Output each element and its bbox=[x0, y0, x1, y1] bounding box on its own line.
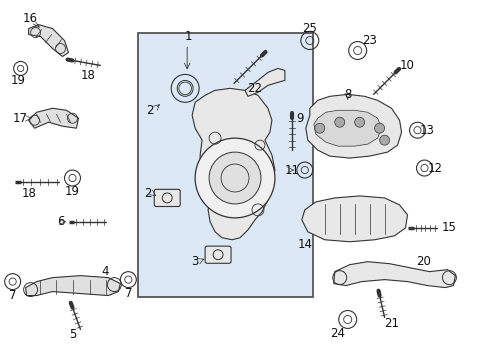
Text: 12: 12 bbox=[428, 162, 443, 175]
Text: 14: 14 bbox=[297, 238, 312, 251]
Circle shape bbox=[209, 152, 261, 204]
Text: 19: 19 bbox=[65, 185, 80, 198]
Text: 15: 15 bbox=[442, 221, 457, 234]
Polygon shape bbox=[192, 88, 275, 240]
Polygon shape bbox=[25, 276, 121, 296]
Polygon shape bbox=[334, 262, 455, 288]
Text: 9: 9 bbox=[296, 112, 304, 125]
Circle shape bbox=[335, 117, 345, 127]
Text: 20: 20 bbox=[416, 255, 431, 268]
Text: 13: 13 bbox=[420, 124, 435, 137]
Text: 6: 6 bbox=[57, 215, 64, 228]
Text: 19: 19 bbox=[11, 74, 26, 87]
Text: 10: 10 bbox=[400, 59, 415, 72]
Polygon shape bbox=[28, 108, 78, 128]
Polygon shape bbox=[306, 94, 401, 158]
Text: 3: 3 bbox=[192, 255, 199, 268]
Circle shape bbox=[315, 123, 325, 133]
Text: 17: 17 bbox=[13, 112, 28, 125]
FancyBboxPatch shape bbox=[205, 246, 231, 263]
Polygon shape bbox=[28, 24, 69, 57]
Text: 2: 2 bbox=[145, 188, 152, 201]
FancyBboxPatch shape bbox=[154, 189, 180, 207]
Circle shape bbox=[380, 135, 390, 145]
Text: 2: 2 bbox=[147, 104, 154, 117]
Circle shape bbox=[355, 117, 365, 127]
Text: 4: 4 bbox=[101, 265, 109, 278]
Text: 7: 7 bbox=[124, 287, 132, 300]
Polygon shape bbox=[245, 68, 285, 96]
Text: 7: 7 bbox=[9, 289, 16, 302]
Polygon shape bbox=[314, 110, 382, 146]
Text: 1: 1 bbox=[184, 30, 192, 43]
Text: 23: 23 bbox=[362, 34, 377, 47]
Text: 11: 11 bbox=[284, 163, 299, 176]
Text: 22: 22 bbox=[247, 82, 263, 95]
Text: 8: 8 bbox=[344, 88, 351, 101]
Text: 18: 18 bbox=[81, 69, 96, 82]
Circle shape bbox=[195, 138, 275, 218]
Text: 25: 25 bbox=[302, 22, 317, 35]
FancyBboxPatch shape bbox=[138, 32, 313, 297]
Polygon shape bbox=[302, 196, 408, 242]
Circle shape bbox=[375, 123, 385, 133]
Text: 24: 24 bbox=[330, 327, 345, 340]
Text: 18: 18 bbox=[21, 188, 36, 201]
Text: 16: 16 bbox=[23, 12, 38, 25]
Text: 21: 21 bbox=[384, 317, 399, 330]
Text: 5: 5 bbox=[69, 328, 76, 341]
